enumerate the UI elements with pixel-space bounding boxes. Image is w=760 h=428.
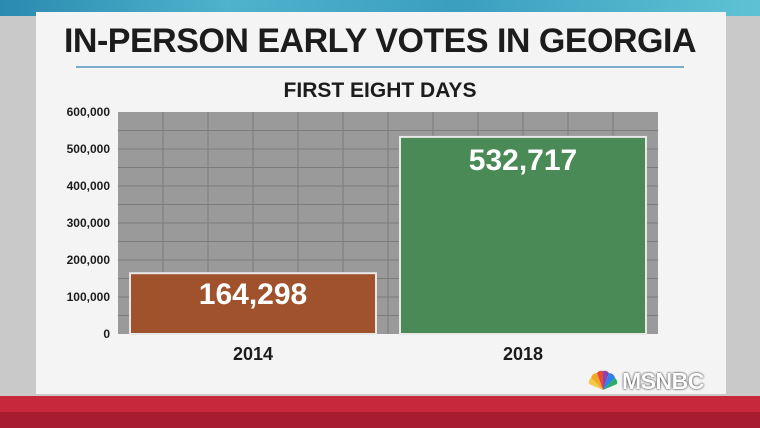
y-tick-label: 0: [103, 327, 110, 341]
bar-2018: [399, 135, 647, 335]
network-name: MSNBC: [622, 367, 704, 394]
y-tick-label: 300,000: [67, 216, 111, 230]
bar-value-label: 164,298: [199, 278, 307, 311]
y-tick-label: 400,000: [67, 179, 111, 193]
chart-subtitle: FIRST EIGHT DAYS: [283, 79, 477, 102]
network-logo: MSNBC: [588, 366, 704, 396]
y-tick-label: 600,000: [67, 105, 111, 119]
y-tick-label: 100,000: [67, 290, 111, 304]
chart-title: IN-PERSON EARLY VOTES IN GEORGIA: [63, 22, 697, 60]
bar-2014: [129, 272, 377, 336]
title-divider: [76, 66, 684, 68]
bar-value-label: 532,717: [469, 144, 577, 177]
bottom-decorative-band-dark: [0, 412, 760, 428]
y-tick-label: 200,000: [67, 253, 111, 267]
y-tick-label: 500,000: [67, 142, 111, 156]
x-tick-label: 2014: [233, 344, 273, 364]
x-tick-label: 2018: [503, 344, 543, 364]
peacock-icon: [588, 370, 618, 390]
